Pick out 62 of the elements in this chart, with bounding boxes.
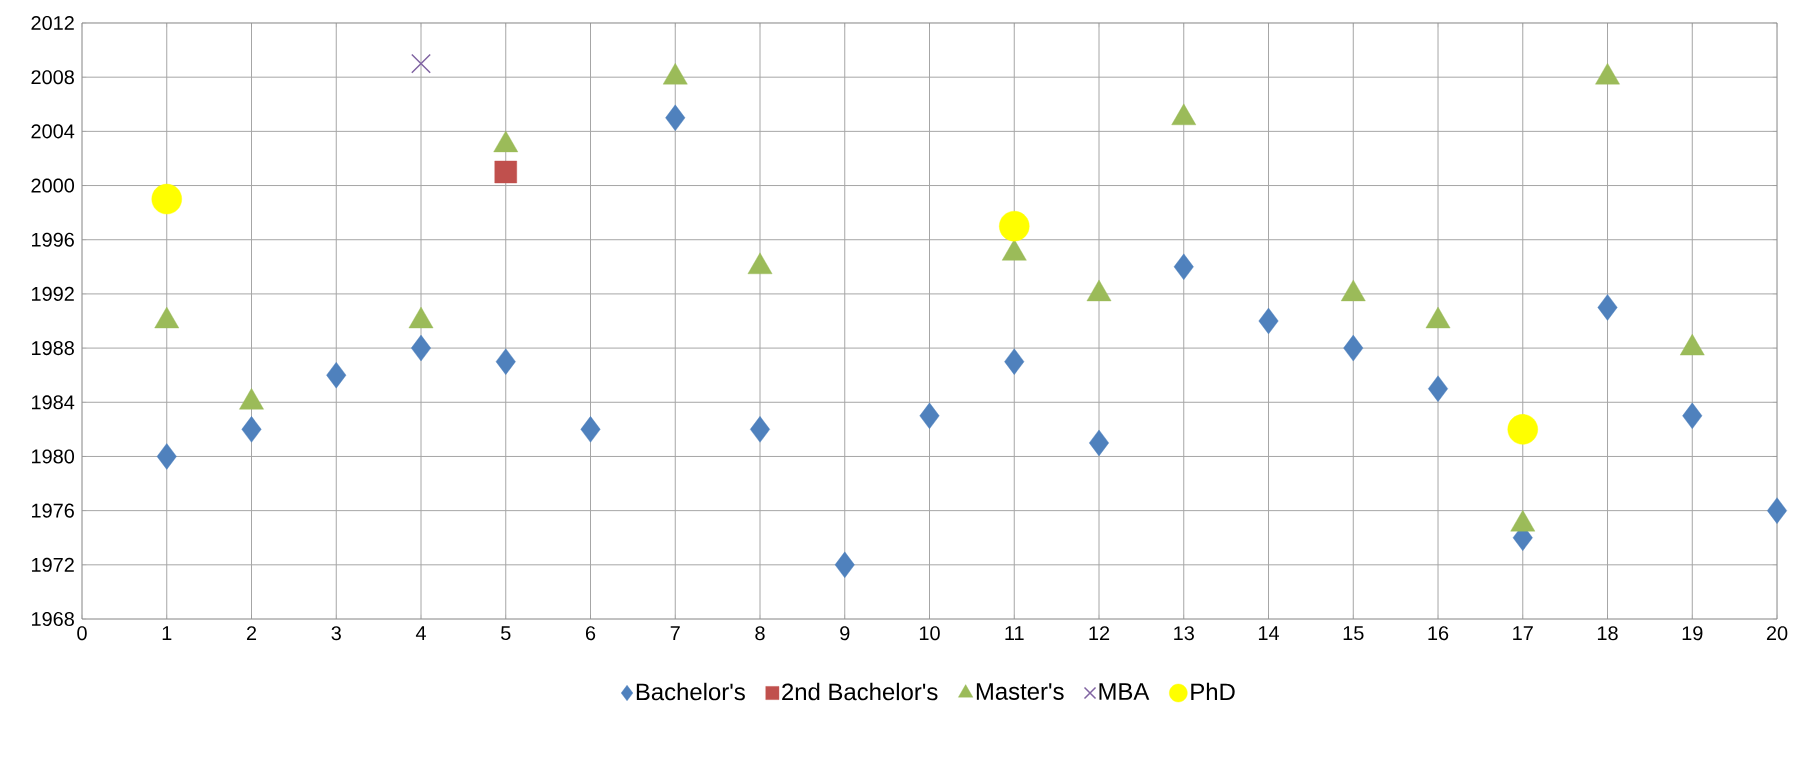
point <box>1089 429 1109 457</box>
y-tick-label: 1984 <box>32 395 75 410</box>
legend-label: Master's <box>976 683 1064 700</box>
y-tick-label: 1972 <box>32 557 74 572</box>
legend-label: PhD <box>1191 682 1235 701</box>
y-tick-label: 1996 <box>32 232 74 247</box>
point <box>1258 307 1279 335</box>
y-tick-label: 2008 <box>31 70 74 85</box>
point <box>241 416 262 443</box>
legend-label: MBA <box>1099 683 1150 700</box>
point <box>665 104 686 132</box>
x-tick-label: 10 <box>919 626 940 641</box>
y-tick-label: 1980 <box>32 449 75 464</box>
y-tick-label: 1988 <box>32 341 74 356</box>
x-tick-label: 9 <box>840 626 850 641</box>
x-tick-label: 2 <box>246 626 257 641</box>
point <box>495 348 516 375</box>
x-tick-label: 19 <box>1682 626 1703 641</box>
x-tick-label: 14 <box>1258 626 1280 640</box>
point <box>1597 294 1618 321</box>
point <box>494 160 517 184</box>
point <box>999 210 1030 242</box>
point <box>919 402 940 430</box>
x-tick-label: 6 <box>585 626 596 641</box>
x-tick-label: 13 <box>1174 626 1194 641</box>
legend-label: 2nd Bachelor's <box>782 682 938 701</box>
point <box>834 551 855 579</box>
point <box>1767 497 1787 524</box>
x-tick-label: 16 <box>1428 626 1449 641</box>
y-tick-label: 1968 <box>32 611 74 627</box>
x-tick-label: 5 <box>501 626 511 641</box>
point <box>1004 348 1025 375</box>
point <box>580 416 601 443</box>
point <box>1428 375 1448 402</box>
point <box>411 53 431 74</box>
y-tick-label: 1992 <box>32 286 74 301</box>
point <box>151 183 182 215</box>
x-tick-label: 4 <box>415 626 426 640</box>
point <box>1343 334 1364 362</box>
point <box>750 416 770 443</box>
x-tick-label: 18 <box>1597 626 1618 641</box>
x-tick-label: 8 <box>755 626 765 641</box>
point <box>326 361 347 389</box>
y-tick-label: 2012 <box>31 15 74 31</box>
point <box>1682 402 1703 430</box>
y-tick-label: 2004 <box>31 124 75 139</box>
y-tick-label: 2000 <box>31 178 75 193</box>
point <box>411 334 431 362</box>
x-tick-label: 11 <box>1005 626 1024 640</box>
point <box>156 443 177 470</box>
legend-label: Bachelor's <box>636 682 745 701</box>
x-tick-label: 20 <box>1766 626 1788 641</box>
x-tick-label: 15 <box>1343 626 1364 641</box>
x-tick-label: 7 <box>670 626 680 640</box>
x-tick-label: 12 <box>1089 626 1110 641</box>
x-tick-label: 1 <box>162 626 172 640</box>
x-tick-label: 3 <box>331 626 341 641</box>
point <box>1507 414 1538 445</box>
point <box>1173 253 1194 281</box>
x-tick-label: 0 <box>77 626 87 641</box>
x-tick-label: 17 <box>1513 626 1533 640</box>
y-tick-label: 1976 <box>32 503 74 518</box>
